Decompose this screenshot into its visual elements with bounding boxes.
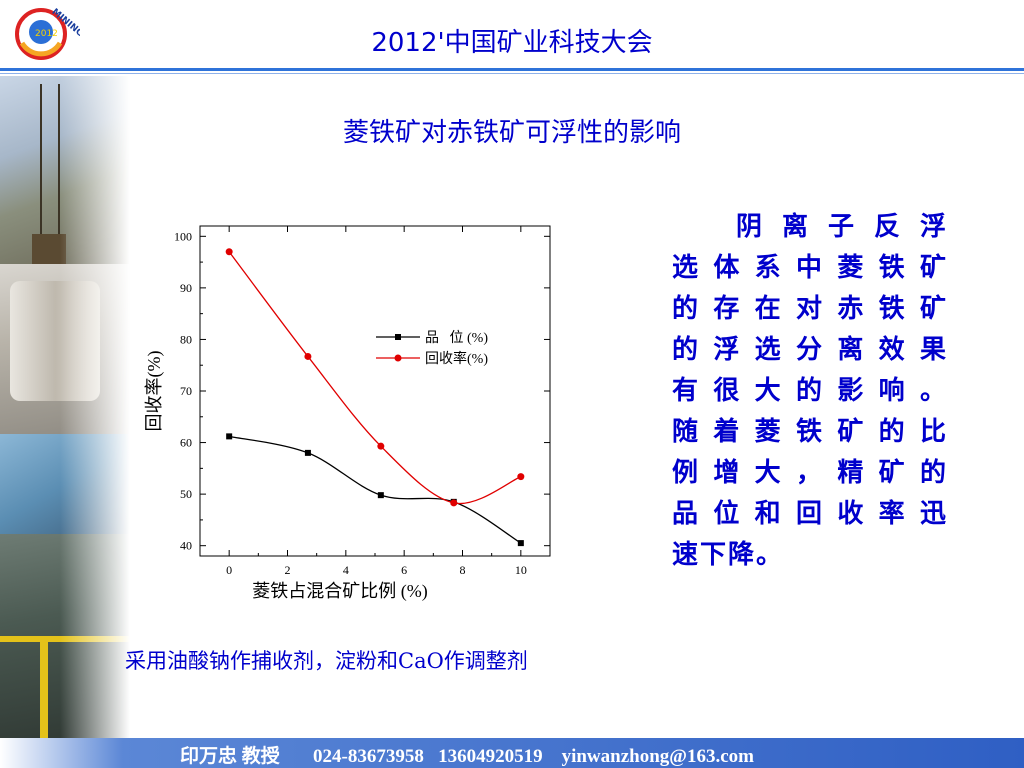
description-line: 品位和回收率迅 bbox=[672, 499, 948, 529]
ball-mill-photo bbox=[0, 434, 130, 534]
series-line-1 bbox=[228, 251, 522, 505]
legend-marker bbox=[394, 354, 402, 362]
data-point-grade bbox=[377, 492, 384, 499]
data-point-recovery bbox=[304, 352, 312, 360]
reagents-note: 采用油酸钠作捕收剂，淀粉和CaO作调整剂 bbox=[125, 649, 528, 673]
footer-bar bbox=[0, 738, 1024, 768]
data-point-grade bbox=[226, 433, 233, 440]
data-point-grade bbox=[304, 449, 311, 456]
y-tick-label: 80 bbox=[180, 332, 192, 346]
yellow-railing-top bbox=[0, 636, 130, 642]
mining-photo-strip bbox=[0, 76, 130, 738]
chart-legend: 品 位 (%) 回收率(%) bbox=[376, 330, 488, 367]
legend-label: 回收率(%) bbox=[425, 350, 488, 367]
description-text: 阴离子反浮选体系中菱铁矿 的存在对赤铁矿 的浮选分离效果 有很大的影响。 随着菱铁矿的比… bbox=[672, 207, 948, 576]
logo-year: 2012 bbox=[35, 29, 58, 39]
y-tick-label: 60 bbox=[180, 436, 192, 450]
slide-title: 菱铁矿对赤铁矿可浮性的影响 bbox=[342, 118, 681, 148]
mill-shape bbox=[10, 281, 100, 401]
plot-frame bbox=[199, 225, 551, 557]
drill-tower bbox=[32, 84, 66, 264]
footer-contact: 印万忠 教授 024-83673958 13604920519 yinwanzh… bbox=[180, 746, 754, 767]
description-line: 随着菱铁矿的比 bbox=[672, 417, 948, 447]
description-line: 阴离子反浮 bbox=[736, 212, 948, 242]
data-point-recovery bbox=[225, 248, 233, 256]
y-tick-label: 70 bbox=[180, 384, 192, 398]
description-line: 的浮选分离效果 bbox=[672, 335, 948, 365]
drilling-rig-photo bbox=[0, 76, 130, 264]
data-point-recovery bbox=[377, 442, 385, 450]
y-tick-label: 90 bbox=[180, 281, 192, 295]
description-line: 的存在对赤铁矿 bbox=[672, 294, 948, 324]
header-divider-thin bbox=[0, 73, 1024, 74]
x-axis-label: 菱铁占混合矿比例 (%) bbox=[252, 581, 427, 602]
x-tick-label: 10 bbox=[515, 563, 527, 577]
axis-ticks: 0 2 4 6 8 10 40 50 60 70 80 90 100 bbox=[174, 226, 550, 577]
y-tick-label: 50 bbox=[180, 487, 192, 501]
conference-title: 2012'中国矿业科技大会 bbox=[371, 28, 653, 58]
x-tick-label: 4 bbox=[343, 563, 349, 577]
x-tick-label: 6 bbox=[401, 563, 407, 577]
y-tick-label: 40 bbox=[180, 539, 192, 553]
description-line: 例增大，精矿的 bbox=[672, 458, 948, 488]
series-group bbox=[225, 248, 525, 547]
x-tick-label: 0 bbox=[226, 563, 232, 577]
description-line: 有很大的影响。 bbox=[672, 376, 948, 406]
legend-label: 品 位 (%) bbox=[425, 330, 488, 346]
y-tick-label: 100 bbox=[174, 229, 192, 243]
header-divider bbox=[0, 68, 1024, 71]
description-line: 选体系中菱铁矿 bbox=[672, 253, 948, 283]
yellow-railing bbox=[40, 636, 48, 738]
legend-marker bbox=[395, 334, 401, 340]
description-line: 速下降。 bbox=[672, 540, 785, 570]
x-tick-label: 2 bbox=[285, 563, 291, 577]
data-point-recovery bbox=[450, 499, 458, 507]
data-point-recovery bbox=[517, 473, 525, 481]
y-axis-label: 回收率(%) bbox=[144, 351, 165, 432]
grade-recovery-chart: 0 2 4 6 8 10 40 50 60 70 80 90 100 回收率(%) 菱铁占混合矿比例 (… bbox=[144, 225, 551, 602]
mining-logo: 2012 MINING bbox=[15, 7, 80, 60]
data-point-grade bbox=[517, 540, 524, 547]
x-tick-label: 8 bbox=[460, 563, 466, 577]
